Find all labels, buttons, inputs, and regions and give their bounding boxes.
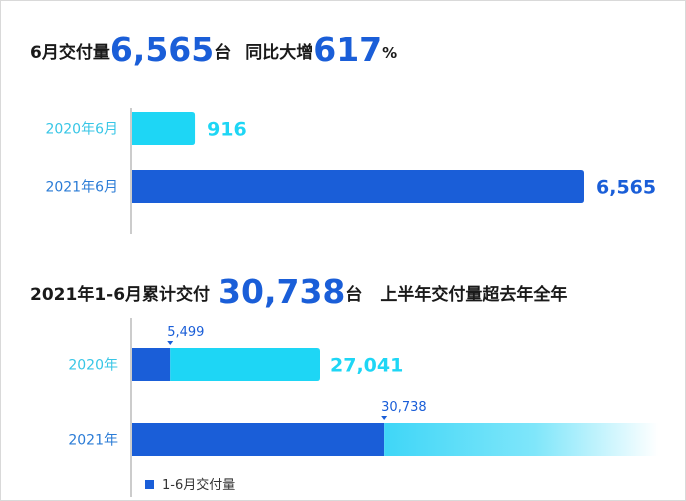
chart2-bar-2020-rest [170, 348, 320, 381]
chart2-bar-2021-h1 [132, 423, 385, 456]
headline1-middle: 同比大增 [245, 43, 314, 63]
chart2-h1-label-0: 5,499 [167, 325, 204, 340]
chart2-marker-1 [381, 416, 388, 420]
chart2-h1-label-1: 30,738 [381, 400, 427, 415]
headline1-unit: 台 [214, 43, 232, 63]
headline-june-deliveries: 6月交付量6,565台 同比大增617% [30, 30, 397, 69]
chart1-bar-0 [132, 112, 196, 145]
legend-swatch [145, 480, 154, 489]
chart1-category-label-1: 2021年6月 [45, 180, 118, 196]
headline-h1-cumulative: 2021年1-6月累计交付 30,738台 上半年交付量超去年全年 [30, 272, 567, 311]
headline2-prefix: 2021年1-6月累计交付 [30, 285, 211, 305]
chart2-bar-2020-h1 [132, 348, 171, 381]
chart1-bar-1 [132, 170, 584, 203]
chart1-data-label-1: 6,565 [596, 177, 656, 199]
chart1-data-label-0: 916 [207, 119, 247, 141]
headline1-prefix: 6月交付量 [30, 43, 110, 63]
headline1-number: 6,565 [109, 30, 215, 69]
chart2-total-label-2020: 27,041 [330, 355, 403, 377]
chart2-bar-2021-fade [384, 423, 658, 456]
chart2-marker-0 [167, 341, 174, 345]
headline2-suffix: 上半年交付量超去年全年 [380, 285, 568, 305]
chart2-category-label-0: 2020年 [68, 358, 118, 374]
legend-label: 1-6月交付量 [162, 477, 235, 493]
chart1-category-label-0: 2020年6月 [45, 122, 118, 138]
chart2-category-label-1: 2021年 [68, 433, 118, 449]
headline1-pct-sign: % [382, 44, 398, 62]
headline2-number: 30,738 [218, 272, 346, 311]
headline2-unit: 台 [345, 285, 363, 305]
headline1-pct-number: 617 [313, 30, 383, 69]
